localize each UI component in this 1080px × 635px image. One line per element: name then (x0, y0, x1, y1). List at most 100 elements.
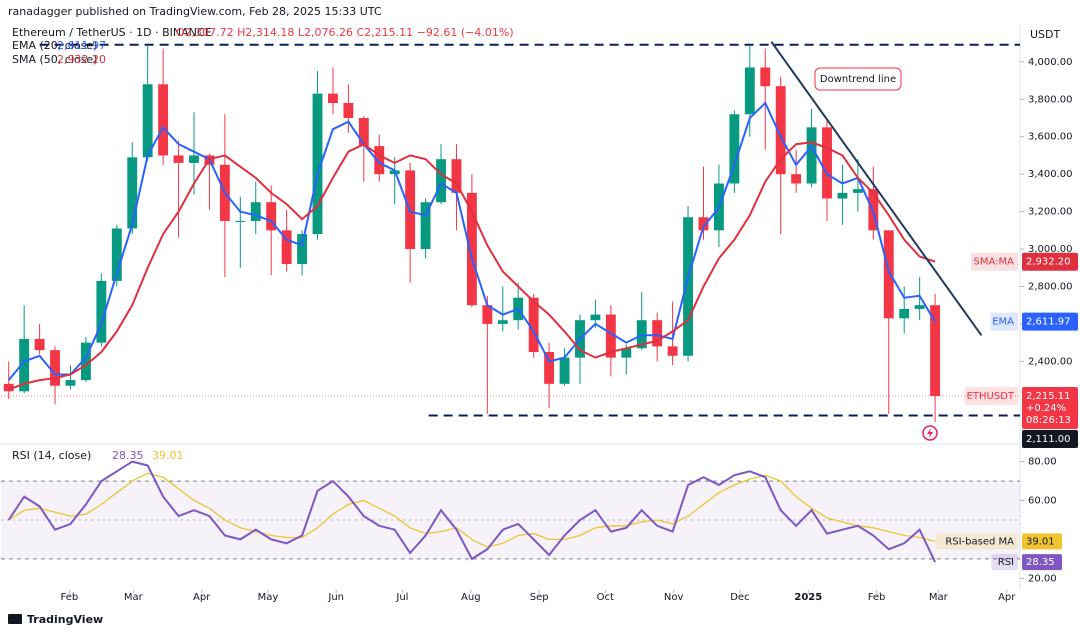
y-tick-label: 2,400.00 (1028, 356, 1073, 367)
y-tick-label: 4,000.00 (1028, 57, 1073, 68)
candle-body (683, 217, 693, 356)
footer-brand: TradingView (27, 613, 103, 626)
candle-body (374, 146, 385, 175)
price-tag-name-box (990, 312, 1018, 331)
indicator-legend-value: 2,611.97 (57, 39, 106, 52)
candle-body (127, 157, 138, 229)
candle-body (698, 217, 709, 231)
x-tick-label: May (258, 592, 279, 603)
rsi-tag-name: RSI (998, 557, 1014, 568)
rsi-line (8, 472, 936, 548)
last-price-countdown: 08:26:13 (1026, 415, 1071, 426)
price-tag-name: EMA (992, 317, 1014, 328)
last-price-value: 2,215.11 (1026, 391, 1071, 402)
alert-bolt (927, 428, 933, 438)
y-tick-label: 3,600.00 (1028, 132, 1073, 143)
last-tag-symbol: ETHUSDT (967, 391, 1015, 402)
candle-body (250, 202, 261, 221)
candle-body (899, 308, 910, 319)
trendline (770, 41, 983, 336)
y-tick-label: 80.00 (1028, 457, 1057, 468)
indicator-legend-value: 2,932.20 (57, 53, 106, 66)
candle-body (312, 93, 323, 235)
x-tick-label: Aug (461, 592, 481, 603)
rsi-legend-value: 28.35 (112, 449, 144, 462)
candle-body (852, 189, 863, 193)
rsi-tag-value: 39.01 (1026, 536, 1055, 547)
last-tag-symbol-box (964, 386, 1018, 405)
candle-body (528, 297, 539, 353)
y-tick-label: 20.00 (1028, 573, 1057, 584)
footer-logo: TradingView (8, 613, 103, 626)
candle-body (791, 174, 802, 184)
rsi-tag (1022, 533, 1062, 550)
y-tick-label: 3,400.00 (1028, 169, 1073, 180)
y-tick-label: 3,000.00 (1028, 244, 1073, 255)
rsi-tag-value: 28.35 (1026, 557, 1055, 568)
x-tick-label: Jul (395, 592, 408, 603)
candle-body (729, 114, 740, 184)
rsi-tag (1022, 554, 1062, 571)
rsi-title: RSI (14, close) (12, 449, 91, 462)
indicator-line (7, 101, 936, 381)
x-tick-label: Apr (193, 592, 211, 603)
candle-body (482, 305, 493, 324)
rsi-line (7, 460, 937, 563)
price-tag (1022, 312, 1078, 331)
indicator-line (8, 141, 936, 391)
x-tick-label: Nov (664, 592, 684, 603)
candle-body (744, 67, 755, 115)
candle-body (3, 383, 14, 392)
x-tick-label: Oct (597, 592, 614, 603)
symbol-title: Ethereum / TetherUS · 1D · BINANCE (12, 26, 212, 39)
candle-body (451, 159, 462, 193)
candle-body (297, 234, 308, 265)
candle-body (343, 103, 354, 118)
y-tick-label: 2,800.00 (1028, 281, 1073, 292)
indicator-legend: SMA (50, close) (12, 53, 97, 66)
candle-body (34, 338, 45, 351)
ohlc-legend: O2,307.72 H2,314.18 L2,076.26 C2,215.11 … (176, 26, 514, 39)
candle-body (173, 155, 184, 163)
candle-body (605, 314, 616, 358)
candle-body (652, 320, 663, 347)
candle-body (142, 84, 153, 158)
candle-body (19, 338, 30, 392)
candle-body (590, 314, 601, 321)
y-tick-label: 60.00 (1028, 496, 1057, 507)
trendline-label: Downtrend line (820, 74, 896, 85)
price-tag-value: 2,932.20 (1026, 257, 1071, 268)
price-tag-value: 2,611.97 (1026, 317, 1071, 328)
candle-body (50, 350, 60, 386)
last-price-change: +0.24% (1026, 403, 1066, 414)
candle-body (80, 342, 91, 381)
alert-icon (922, 425, 938, 441)
x-tick-label: Apr (998, 592, 1016, 603)
x-tick-label: Jun (327, 592, 344, 603)
axis-label: USDT (1030, 28, 1061, 41)
candle-body (111, 228, 122, 281)
candle-body (65, 380, 76, 386)
alert-circle (922, 425, 938, 441)
candle-body (96, 280, 107, 343)
candle-body (621, 348, 632, 358)
candle-body (806, 127, 817, 184)
rsi-tag-name-box (991, 554, 1018, 571)
candle-body (497, 320, 508, 324)
candle-body (189, 155, 199, 163)
x-tick-label: 2025 (794, 592, 822, 603)
candle-body (544, 352, 555, 384)
price-tag (1022, 252, 1078, 271)
x-tick-label: Feb (61, 592, 79, 603)
x-tick-label: Mar (124, 592, 144, 603)
candle-body (235, 220, 246, 222)
candle-body (358, 117, 369, 147)
trendline-label-box (814, 67, 902, 91)
y-tick-label: 3,800.00 (1028, 94, 1073, 105)
header: ranadagger published on TradingView.com,… (8, 5, 382, 18)
candle-body (822, 127, 832, 199)
candle-body (559, 357, 570, 384)
candle-body (930, 305, 941, 396)
candle-body (914, 305, 925, 309)
